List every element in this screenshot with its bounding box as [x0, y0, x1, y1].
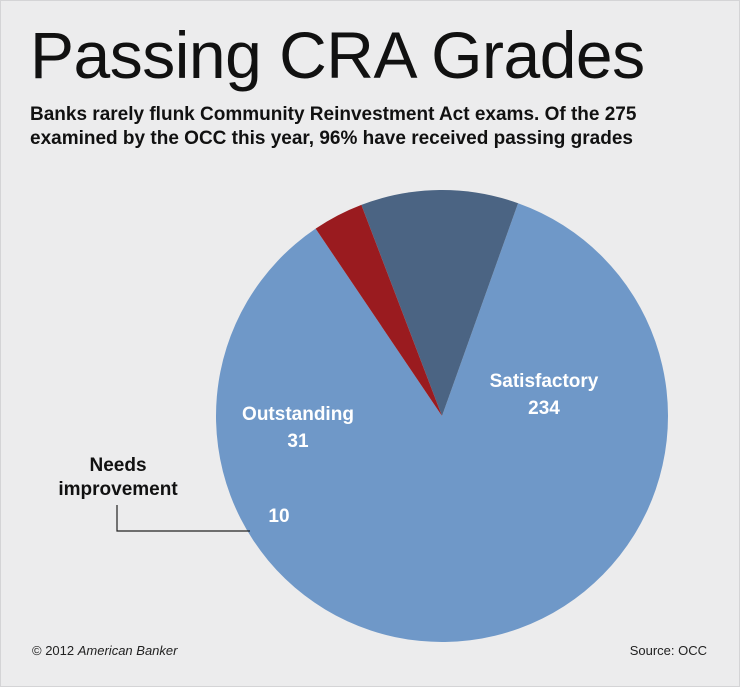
- source-credit: Source: OCC: [629, 643, 707, 658]
- needs-improvement-label-line2: improvement: [58, 479, 178, 500]
- needs-improvement-label-line1: Needs: [89, 455, 146, 476]
- pie-slice-outstanding: [361, 189, 519, 416]
- pie-slice-needs-improvement: [315, 204, 442, 416]
- satisfactory-label: Satisfactory: [490, 371, 599, 392]
- needs-improvement-value: 10: [268, 506, 289, 527]
- copyright-prefix: © 2012: [32, 643, 75, 658]
- outstanding-label: Outstanding: [242, 404, 354, 425]
- needs-improvement-leader-line: [116, 505, 250, 532]
- copyright: © 2012 American Banker: [32, 643, 177, 658]
- outstanding-value: 31: [287, 431, 309, 452]
- chart-subtitle: Banks rarely flunk Community Reinvestmen…: [30, 104, 637, 149]
- satisfactory-value: 234: [528, 398, 560, 419]
- copyright-org: American Banker: [77, 643, 178, 658]
- chart-title: Passing CRA Grades: [30, 18, 645, 92]
- pie-slice-satisfactory: [216, 203, 669, 642]
